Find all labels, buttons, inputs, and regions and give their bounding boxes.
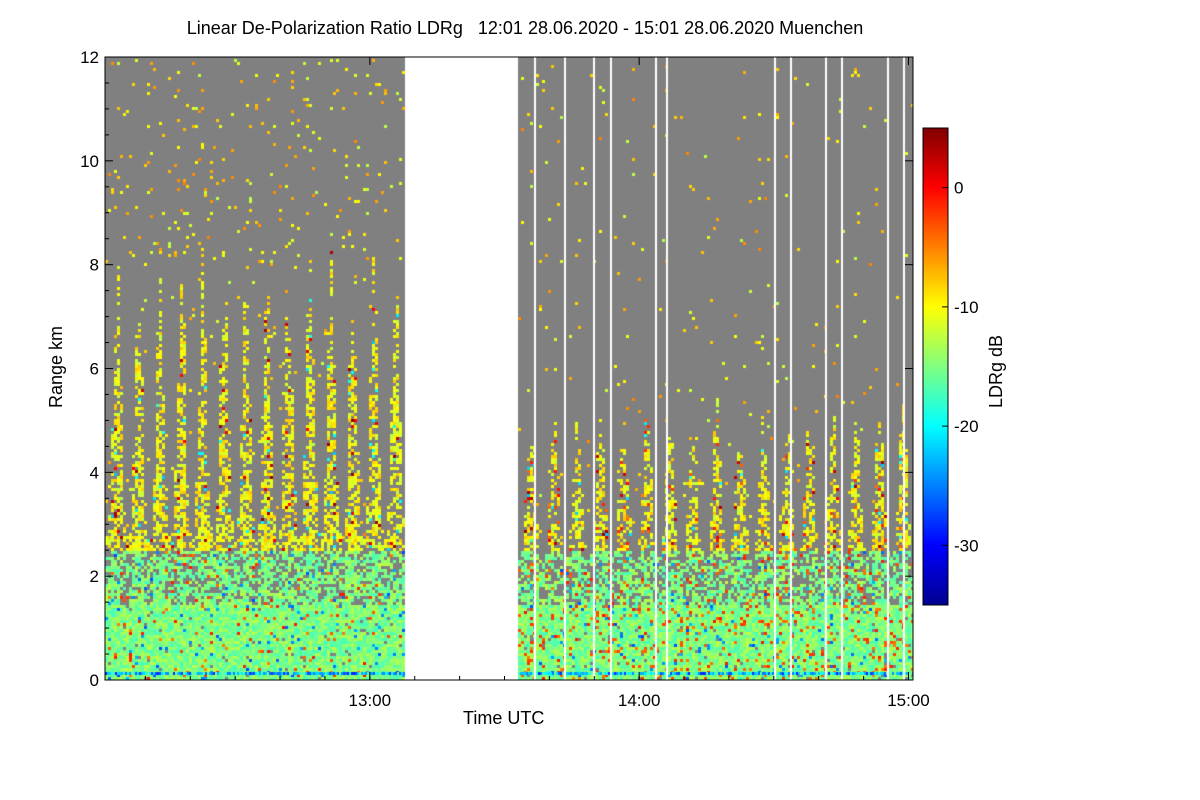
- ldr-heatmap: [105, 57, 913, 680]
- axes: 0 2 4 6 8 10 12 13:00 14:00 15:00: [80, 48, 930, 710]
- colorbar-tick-label: -10: [954, 298, 979, 317]
- colorbar-tick-label: -30: [954, 536, 979, 555]
- y-tick-label: 4: [90, 463, 99, 482]
- x-tick-label: 13:00: [349, 691, 392, 710]
- y-axis-label: Range km: [46, 325, 66, 408]
- x-axis-label: Time UTC: [463, 708, 545, 728]
- plot-area: [105, 57, 913, 680]
- y-tick-label: 6: [90, 360, 99, 379]
- y-tick-label: 12: [80, 48, 99, 67]
- colorbar: 0 -10 -20 -30: [922, 127, 979, 606]
- y-tick-label: 8: [90, 256, 99, 275]
- y-tick-label: 0: [90, 671, 99, 690]
- colorbar-tick-label: -20: [954, 417, 979, 436]
- colorbar-gradient: [922, 127, 949, 606]
- y-tick-label: 2: [90, 567, 99, 586]
- colorbar-label: LDRg dB: [986, 334, 1006, 408]
- x-tick-label: 14:00: [618, 691, 661, 710]
- chart-title: Linear De-Polarization Ratio LDRg 12:01 …: [186, 18, 864, 38]
- colorbar-tick-label: 0: [954, 179, 963, 198]
- y-tick-label: 10: [80, 152, 99, 171]
- x-tick-label: 15:00: [887, 691, 930, 710]
